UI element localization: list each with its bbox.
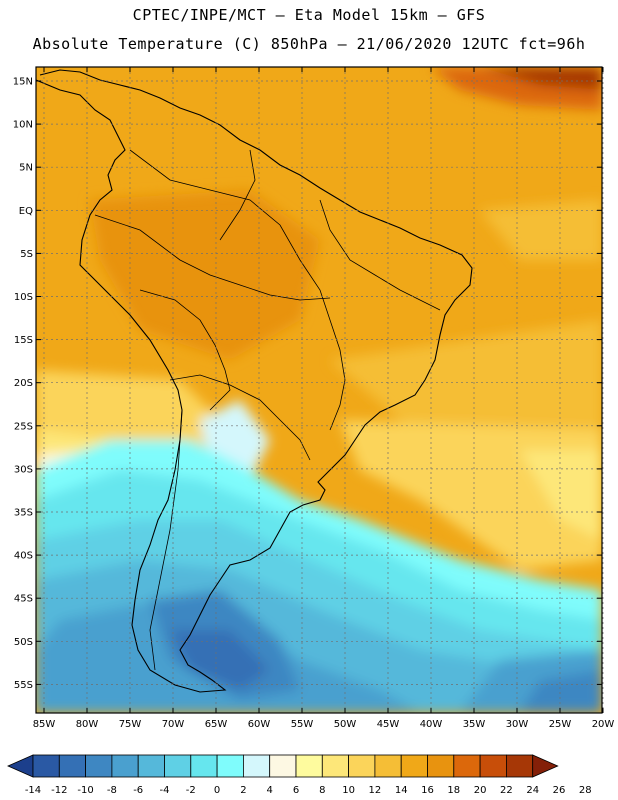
gridlines	[36, 67, 604, 713]
color-bar-label: 8	[319, 785, 325, 796]
color-bar-swatch	[269, 754, 297, 778]
color-bar-label: -6	[133, 785, 143, 796]
color-bar-label: 14	[395, 785, 408, 796]
color-bar-swatch	[216, 754, 244, 778]
title-line-1: CPTEC/INPE/MCT – Eta Model 15km – GFS	[132, 6, 486, 24]
color-bar-swatch	[453, 754, 481, 778]
color-bar-swatch	[242, 754, 271, 778]
lat-label: 50S	[14, 637, 33, 648]
color-bar-label: -4	[160, 785, 170, 796]
color-bar-label: 4	[267, 785, 273, 796]
title-line-2: Absolute Temperature (C) 850hPa – 21/06/…	[32, 35, 586, 53]
color-bar-labels: -14 -12 -10 -8 -6 -4 -2 0 2 4 6 8 10 12 14 16 18 20 22 24 26…	[25, 785, 592, 796]
lon-label: 40W	[420, 719, 443, 730]
lat-label: 5S	[20, 249, 33, 260]
color-bar-label: 22	[500, 785, 513, 796]
lat-label: 30S	[14, 464, 33, 475]
lon-label: 25W	[549, 719, 572, 730]
color-bar-swatch	[111, 754, 139, 778]
coastline	[36, 69, 473, 693]
lat-label: 45S	[14, 594, 33, 605]
lon-label: 70W	[162, 719, 185, 730]
lat-label: 40S	[14, 551, 33, 562]
color-bar-swatch	[137, 754, 165, 778]
color-bar-swatch	[348, 754, 376, 778]
color-bar-label: 16	[421, 785, 434, 796]
color-bar-label: -10	[77, 785, 93, 796]
color-bar-label: -14	[25, 785, 41, 796]
temperature-field	[36, 67, 602, 713]
color-bar-label: 2	[240, 785, 246, 796]
map-frame	[35, 66, 603, 714]
color-bar-swatch	[479, 754, 507, 778]
color-bar-swatch	[505, 754, 534, 778]
color-bar-label: 12	[369, 785, 382, 796]
lat-label: 55S	[14, 680, 33, 691]
color-bar-label: 6	[293, 785, 299, 796]
latitude-labels: 15N 10N 5N EQ 5S 10S 15S 20S 25S 30S 35S 40S 45S 50S 5…	[13, 77, 33, 691]
lon-label: 20W	[592, 719, 615, 730]
axis-ticks	[36, 67, 604, 713]
color-bar-label: 20	[474, 785, 487, 796]
color-bar-label: 0	[214, 785, 220, 796]
color-bar-swatch	[164, 754, 192, 778]
color-bar-label: -2	[186, 785, 196, 796]
lon-label: 30W	[506, 719, 529, 730]
color-bar-swatch	[85, 754, 113, 778]
color-bar	[7, 754, 559, 778]
color-bar-label: 24	[526, 785, 539, 796]
color-bar-label: 10	[342, 785, 355, 796]
lat-label: EQ	[19, 206, 33, 217]
lat-label: 15S	[14, 335, 33, 346]
color-bar-swatch	[427, 754, 455, 778]
longitude-labels: 85W 80W 75W 70W 65W 60W 55W 50W 45W 40W 35W 30W 25W 2…	[33, 719, 615, 730]
color-bar-swatch	[374, 754, 402, 778]
lat-label: 25S	[14, 421, 33, 432]
lon-label: 55W	[291, 719, 314, 730]
color-bar-label: 18	[447, 785, 460, 796]
lat-label: 20S	[14, 378, 33, 389]
lat-label: 15N	[13, 77, 33, 88]
lon-label: 65W	[205, 719, 228, 730]
lon-label: 60W	[248, 719, 271, 730]
color-bar-swatch	[58, 754, 86, 778]
color-bar-swatch	[190, 754, 218, 778]
lat-label: 35S	[14, 508, 33, 519]
lon-label: 75W	[119, 719, 142, 730]
lat-label: 5N	[19, 163, 33, 174]
color-bar-label: -12	[51, 785, 67, 796]
color-bar-label: 28	[579, 785, 592, 796]
color-bar-swatch	[400, 754, 428, 778]
color-bar-label: 26	[553, 785, 566, 796]
lon-label: 45W	[377, 719, 400, 730]
lat-label: 10N	[13, 120, 33, 131]
lon-label: 50W	[334, 719, 357, 730]
color-bar-swatch	[295, 754, 323, 778]
country-borders	[94, 149, 441, 671]
lat-label: 10S	[14, 292, 33, 303]
color-bar-arrow-left	[7, 754, 34, 778]
color-bar-label: -8	[107, 785, 117, 796]
color-bar-swatch	[321, 754, 349, 778]
lon-label: 35W	[463, 719, 486, 730]
color-bar-arrow-right	[532, 754, 559, 778]
lon-label: 85W	[33, 719, 56, 730]
color-bar-swatch	[32, 754, 60, 778]
lon-label: 80W	[76, 719, 99, 730]
